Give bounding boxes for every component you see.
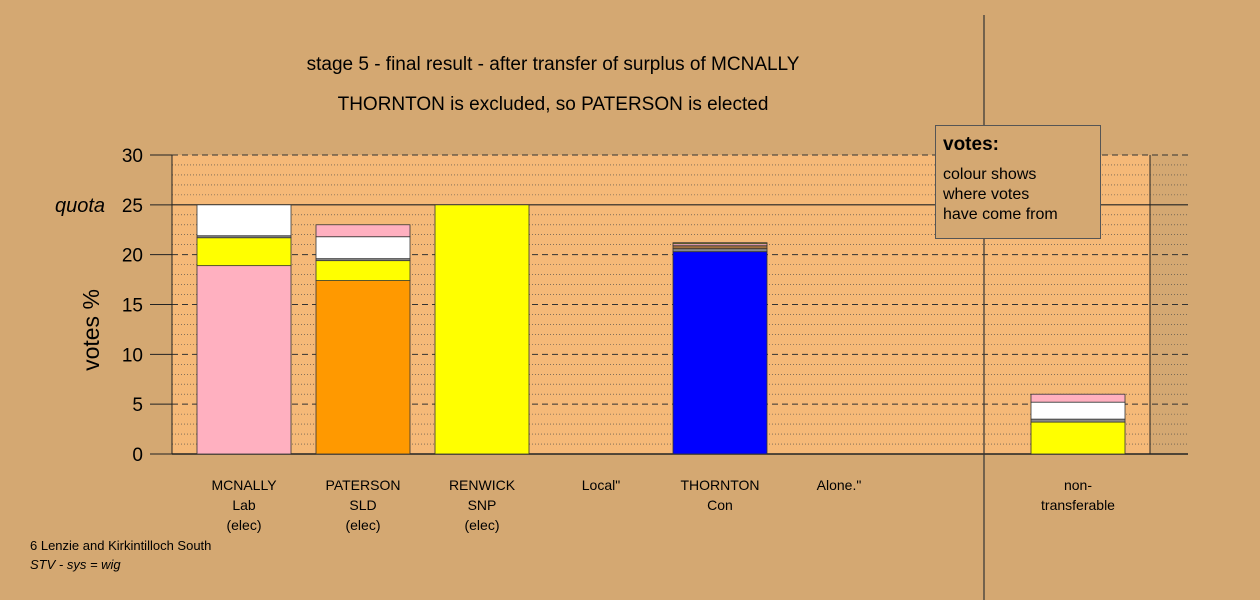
- category-label: transferable: [1041, 497, 1115, 513]
- bar-segment: [1030, 421, 1126, 455]
- y-tick-label: 5: [132, 395, 143, 416]
- legend-line: colour shows: [943, 166, 1037, 183]
- category-label: PATERSON: [326, 477, 401, 493]
- chart-subtitle: THORNTON is excluded, so PATERSON is ele…: [337, 94, 769, 115]
- bar-segment: [196, 265, 292, 455]
- y-tick-label: 10: [122, 345, 143, 366]
- y-tick-label: 15: [122, 296, 143, 317]
- bar-segment: [196, 204, 292, 237]
- category-label: Alone.": [817, 477, 862, 493]
- category-label: (elec): [226, 517, 261, 533]
- category-label: Local": [582, 477, 620, 493]
- bar-segment: [315, 260, 411, 281]
- bar-segment: [1030, 393, 1126, 403]
- legend-heading: votes:: [943, 134, 999, 155]
- category-label: MCNALLY: [211, 477, 277, 493]
- bar-segment: [672, 251, 768, 455]
- category-label: (elec): [464, 517, 499, 533]
- y-axis-label: votes %: [78, 289, 104, 371]
- legend-line: where votes: [943, 186, 1030, 203]
- bar-segment: [196, 237, 292, 267]
- category-label: SNP: [468, 497, 497, 513]
- bar-segment: [315, 236, 411, 260]
- category-label: (elec): [345, 517, 380, 533]
- category-label: SLD: [349, 497, 376, 513]
- bar-segment: [434, 204, 530, 455]
- legend-box: votes: colour shows where votes have com…: [935, 125, 1101, 239]
- constituency-label: 6 Lenzie and Kirkintilloch South: [30, 538, 212, 553]
- category-label: Con: [707, 497, 733, 513]
- quota-label: quota: [55, 195, 105, 217]
- chart-title: stage 5 - final result - after transfer …: [306, 54, 800, 75]
- y-tick-label: 0: [132, 445, 143, 466]
- y-tick-label: 25: [122, 196, 143, 217]
- category-label: Lab: [232, 497, 256, 513]
- category-label: THORNTON: [680, 477, 759, 493]
- bar-segment: [1030, 418, 1126, 423]
- y-tick-label: 30: [122, 146, 143, 167]
- y-tick-label: 20: [122, 246, 143, 267]
- bar-segment: [1030, 401, 1126, 420]
- system-label: STV - sys = wig: [30, 557, 121, 572]
- category-label: non-: [1064, 477, 1092, 493]
- bar-segment: [315, 224, 411, 238]
- bar-segment: [672, 242, 768, 245]
- category-label: RENWICK: [449, 477, 516, 493]
- legend-line: have come from: [943, 206, 1058, 223]
- bar-segment: [672, 248, 768, 253]
- bar-segment: [315, 280, 411, 455]
- bar-segment: [672, 245, 768, 250]
